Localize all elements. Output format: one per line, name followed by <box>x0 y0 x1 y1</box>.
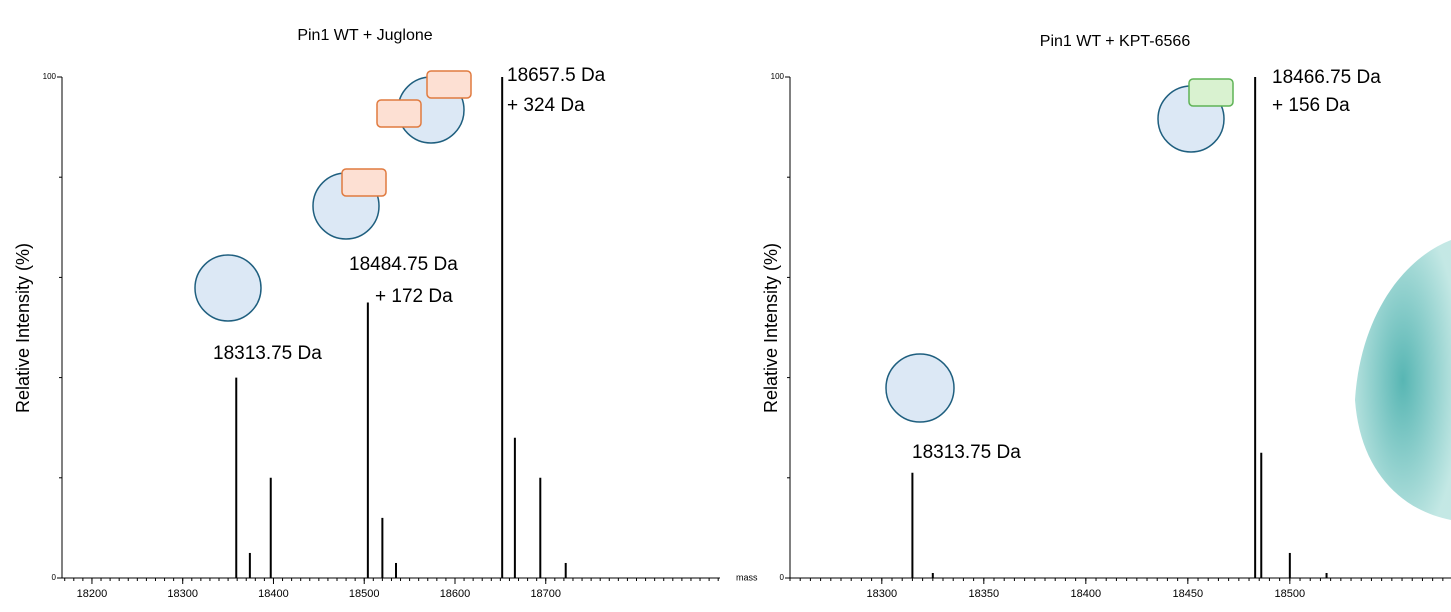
x-tick-label: 18350 <box>969 588 1000 600</box>
x-tick-label: 18200 <box>77 588 108 600</box>
juglone-glyphs <box>341 70 472 197</box>
chart-title: Pin1 WT + KPT-6566 <box>1040 33 1191 50</box>
annotation: + 172 Da <box>375 286 453 307</box>
kpt-glyph <box>1188 78 1234 107</box>
x-tick-label: 18300 <box>167 588 198 600</box>
protein-image <box>1355 240 1451 520</box>
x-tick-label: 18400 <box>1071 588 1102 600</box>
y-tick-label: 100 <box>771 72 785 81</box>
x-tick-label: 18450 <box>1173 588 1204 600</box>
x-axis-label: mass <box>736 572 758 582</box>
x-tick-label: 18300 <box>867 588 898 600</box>
x-tick-label: 18700 <box>530 588 561 600</box>
annotation: 18484.75 Da <box>349 254 458 275</box>
annotation: 18466.75 Da <box>1272 67 1381 88</box>
chart-title: Pin1 WT + Juglone <box>297 27 432 44</box>
y-tick-label: 100 <box>43 72 57 81</box>
x-tick-label: 18400 <box>258 588 289 600</box>
glyphs <box>194 76 1225 423</box>
annotation: + 324 Da <box>507 95 585 116</box>
annotation: 18313.75 Da <box>213 343 322 364</box>
x-tick-label: 18600 <box>440 588 471 600</box>
annotation: 18657.5 Da <box>507 65 606 86</box>
y-axis-label: Relative Intensity (%) <box>13 243 33 413</box>
y-axis-label: Relative Intensity (%) <box>761 243 781 413</box>
x-tick-label: 18500 <box>1275 588 1306 600</box>
x-tick-label: 18500 <box>349 588 380 600</box>
y-tick-label: 0 <box>52 573 57 582</box>
annotation: + 156 Da <box>1272 95 1350 116</box>
annotation: 18313.75 Da <box>912 442 1021 463</box>
y-tick-label: 0 <box>780 573 785 582</box>
